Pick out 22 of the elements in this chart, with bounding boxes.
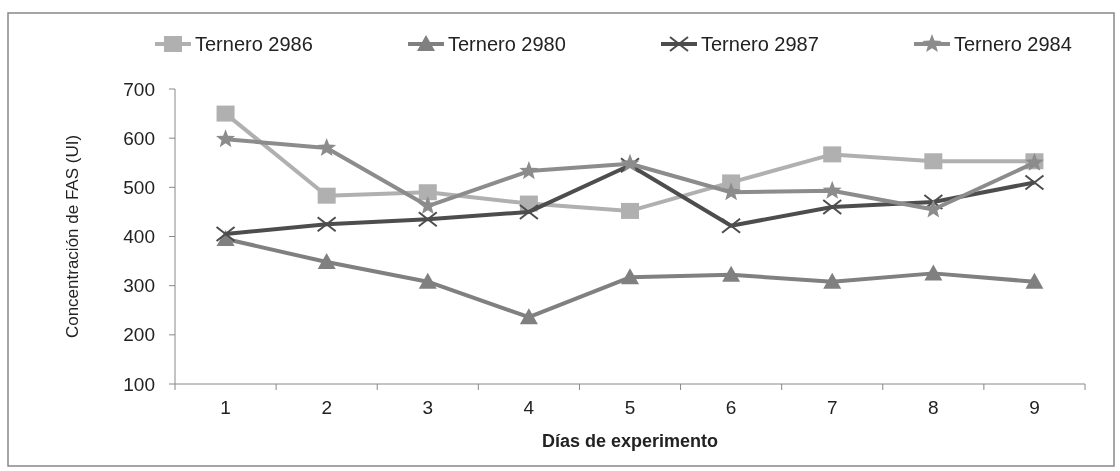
x-tick-label: 7 [826,397,838,418]
x-tick-label: 6 [725,397,737,418]
legend-label: Ternero 2984 [954,33,1072,55]
x-tick-label: 4 [523,397,535,418]
x-axis-title: Días de experimento [541,431,719,451]
x-tick-label: 3 [422,397,434,418]
x-tick-label: 8 [928,397,939,418]
legend-label: Ternero 2987 [701,33,819,55]
y-tick-label: 500 [123,176,155,198]
legend-label: Ternero 2986 [195,33,313,55]
y-tick-label: 700 [123,78,155,100]
x-tick-label: 9 [1029,397,1040,418]
y-tick-label: 300 [123,275,155,297]
y-tick-label: 600 [123,127,155,149]
x-tick-label: 5 [624,397,636,418]
y-axis-title: Concentración de FAS (UI) [63,134,82,339]
y-tick-label: 100 [123,373,155,395]
y-tick-label: 400 [123,226,155,248]
x-tick-label: 2 [321,397,332,418]
x-tick-label: 1 [220,397,231,418]
legend-label: Ternero 2980 [448,33,566,55]
y-tick-label: 200 [123,324,155,346]
